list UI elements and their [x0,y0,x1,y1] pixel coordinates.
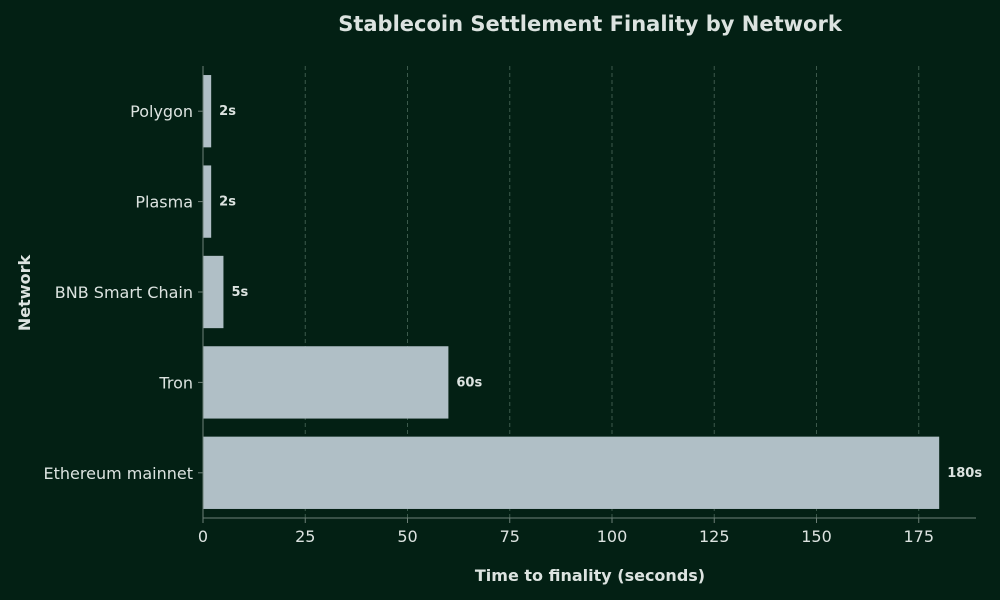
x-tick-label: 100 [597,527,628,546]
x-tick-label: 175 [903,527,934,546]
y-axis-label: Network [15,255,34,332]
x-tick-label: 0 [198,527,208,546]
y-tick-label: Plasma [135,193,193,212]
y-tick-label: Tron [158,373,193,392]
y-tick-label: Polygon [130,102,193,121]
y-tick-label: Ethereum mainnet [44,464,193,483]
data-label: 60s [456,375,482,390]
data-label: 2s [219,195,236,210]
x-tick-label: 125 [699,527,730,546]
data-label: 2s [219,104,236,119]
x-tick-label: 50 [397,527,417,546]
y-ticks: Polygon Plasma BNB Smart Chain Tron Ethereum… [44,102,203,483]
data-label: 5s [231,285,248,300]
bar [203,346,449,419]
y-tick-label: BNB Smart Chain [55,283,193,302]
x-ticks: 0 25 50 75 100 125 150 175 [198,518,934,546]
bar [203,255,224,329]
bar [203,165,212,238]
data-labels: 2s 2s 5s 60s 180s [219,104,982,481]
x-tick-label: 25 [295,527,315,546]
bars [203,75,940,509]
x-tick-label: 150 [801,527,832,546]
gridlines [304,66,920,518]
x-tick-label: 75 [500,527,520,546]
bar [203,436,940,509]
chart-title: Stablecoin Settlement Finality by Networ… [338,12,843,36]
bar [203,75,212,148]
data-label: 180s [947,466,982,481]
x-axis-label: Time to finality (seconds) [475,566,705,585]
